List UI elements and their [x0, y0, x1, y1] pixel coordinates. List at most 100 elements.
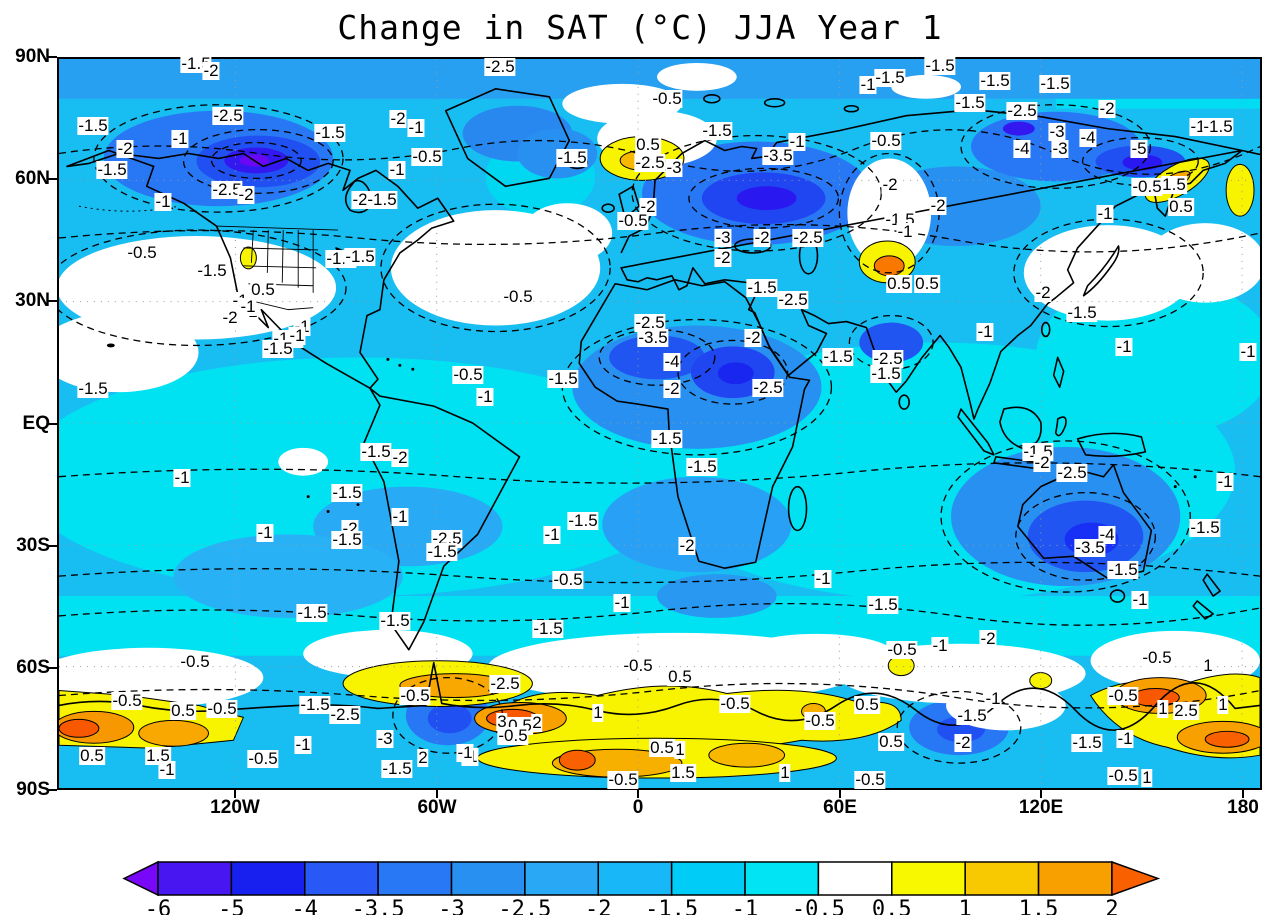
contour-label: -3.5 [637, 328, 669, 347]
contour-label: -2.5 [212, 106, 244, 125]
africa-coast [578, 278, 811, 570]
colorbar-arrow [122, 860, 159, 897]
contour-label: -2 [1033, 453, 1051, 472]
lat-axis-label: 60N [15, 168, 50, 189]
contour-label: 1 [1217, 695, 1229, 714]
lat-axis-tick [48, 423, 57, 425]
contour-label: -0.5 [111, 691, 143, 710]
contour-label: -1.5 [426, 542, 458, 561]
contour-label: -1 [1096, 204, 1114, 223]
contour-label: -0.5 [719, 694, 751, 713]
contour-label: -2 [237, 185, 255, 204]
contour-label: -2 [1098, 99, 1116, 118]
contour-label: 1 [779, 763, 791, 782]
contour-label: -0.5 [607, 770, 639, 789]
uk [618, 185, 640, 219]
lat-axis-tick [48, 178, 57, 180]
arctic-island-1 [763, 97, 786, 108]
contour-label: -0.5 [179, 652, 211, 671]
contour-label: -3 [1048, 122, 1066, 141]
contour-label: -1 [788, 132, 806, 151]
contour-label: -3 [376, 729, 394, 748]
colorbar-tick-label: -5 [218, 897, 245, 915]
contour-label: -1.5 [979, 71, 1011, 90]
colorbar-tick-label: 0.5 [871, 897, 912, 915]
colorbar-tick-label: 1 [958, 897, 972, 915]
colorbar-segment [230, 861, 306, 896]
contour-label: -0.5 [1107, 766, 1139, 785]
contour-label: -0.5 [886, 640, 918, 659]
borneo [999, 406, 1042, 450]
colorbar-segment [377, 861, 453, 896]
contour-label: -1.5 [701, 121, 733, 140]
lat-axis-tick [48, 789, 57, 791]
contour-label: -1.5 [956, 706, 988, 725]
contour-label: -1 [171, 129, 189, 148]
lat-axis-label: 30N [15, 290, 50, 311]
contour-label: -2.5 [872, 349, 904, 368]
contour-label: -0.5 [502, 287, 534, 306]
contour-label: -2 [753, 228, 771, 247]
contour-label: -1 [984, 689, 1002, 708]
contour-label: -1.5 [547, 369, 579, 388]
tasmania [1109, 589, 1126, 603]
contour-label: -1.5 [381, 759, 413, 778]
contour-label: -2 [351, 190, 369, 209]
lon-axis-tick [436, 789, 438, 798]
contour-label: -2.5 [792, 228, 824, 247]
contour-label: -1 [1115, 337, 1133, 356]
contour-label: -0.5 [617, 211, 649, 230]
lat-axis-label: EQ [22, 413, 50, 434]
colorbar-tick-label: -2 [585, 897, 612, 915]
contour-label: -1.5 [314, 123, 346, 142]
contour-label: -2.5 [489, 674, 521, 693]
contour-label: -0.5 [497, 726, 529, 745]
contour-label: -1.5 [96, 160, 128, 179]
lon-axis-tick [1242, 789, 1244, 798]
contour-label: -2 [881, 175, 899, 194]
contour-label: -0.5 [552, 570, 584, 589]
contour-label: -1 [1216, 472, 1234, 491]
sumatra [957, 408, 995, 456]
colorbar-tick-label: 1.5 [1018, 897, 1059, 915]
contour-label: -2 [1034, 283, 1052, 302]
contour-label: -3.5 [762, 146, 794, 165]
contour-label: -1 [239, 297, 257, 316]
lon-axis-label: 0 [632, 797, 644, 818]
contour-label: -1.5 [954, 93, 986, 112]
ireland [601, 203, 615, 213]
contour-label: 2.5 [1173, 701, 1199, 720]
contour-label: -1.5 [746, 278, 778, 297]
contour-label: -3 [665, 158, 683, 177]
contour-label: 1.5 [145, 746, 171, 765]
contour-label: -1.5 [924, 56, 956, 75]
contour-label: -1.5 [1202, 117, 1234, 136]
contour-label: -1.5 [874, 68, 906, 87]
contour-label: -1 [543, 525, 561, 544]
contour-label: -1 [613, 593, 631, 612]
contour-label: -1 [1189, 117, 1207, 136]
contour-label: -1.5 [1066, 303, 1098, 322]
contour-label: -1.5 [379, 611, 411, 630]
contour-label: -2.5 [634, 153, 666, 172]
contour-label: -1.5 [532, 619, 564, 638]
contour-label: 1 [592, 703, 604, 722]
contour-label: -0.5 [1107, 686, 1139, 705]
contour-label: -0.5 [1131, 177, 1163, 196]
contour-label: -1.5 [686, 457, 718, 476]
contour-label: -1 [1116, 729, 1134, 748]
graticule [59, 59, 1260, 788]
contour-label: -1 [1131, 590, 1149, 609]
contour-label: -1 [294, 735, 312, 754]
antarctica-coast [59, 661, 1260, 731]
colorbar-arrow [1111, 860, 1161, 897]
colorbar-segment [891, 861, 966, 896]
colorbar-tick-label: -3.5 [351, 897, 405, 915]
philippines [1052, 356, 1065, 388]
lat-axis-label: 90N [15, 46, 50, 67]
contour-label: -1 [1239, 342, 1257, 361]
contour-label: 0.5 [914, 274, 940, 293]
contour-label: -2 [391, 448, 409, 467]
contour-label: -1.5 [1039, 74, 1071, 93]
